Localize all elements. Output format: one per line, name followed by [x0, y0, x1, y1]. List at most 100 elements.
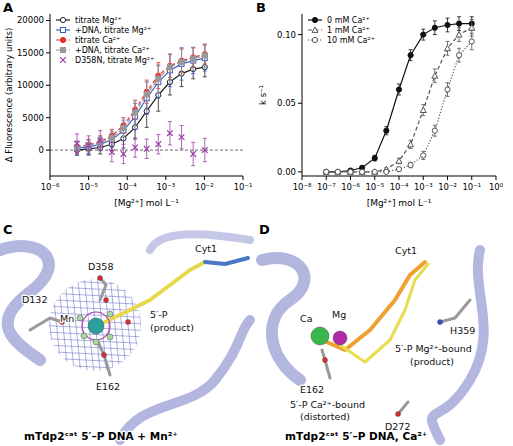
marker	[109, 149, 115, 155]
marker	[456, 53, 461, 58]
error-bar	[409, 162, 413, 167]
structure-label: 5′-P	[150, 309, 168, 320]
legend-marker	[312, 37, 317, 42]
y-tick-label: 0	[39, 145, 44, 155]
y-tick-label: 5000	[22, 113, 44, 123]
error-bar	[98, 131, 102, 150]
error-bar	[203, 44, 207, 67]
error-bar	[203, 138, 207, 161]
marker	[190, 151, 196, 157]
mesh-line	[45, 365, 145, 370]
mesh-line	[58, 275, 68, 375]
stick	[262, 258, 305, 380]
marker	[97, 138, 103, 144]
marker	[396, 167, 401, 172]
series-line	[77, 54, 205, 147]
marker	[167, 65, 172, 70]
error-bar	[87, 136, 91, 155]
marker	[408, 141, 414, 146]
atom	[98, 276, 103, 281]
legend-label: D358N, titrate Mg²⁺	[75, 56, 154, 65]
error-bar	[191, 48, 195, 74]
error-bar	[409, 50, 413, 61]
marker	[372, 156, 377, 161]
y-axis	[302, 14, 303, 176]
legend: titrate Mg²⁺+DNA, titrate Mg²⁺titrate Ca…	[56, 16, 154, 65]
x-tick-label: 10⁻³	[156, 182, 175, 192]
mesh-line	[52, 275, 62, 375]
axes: 0.000.050.1010⁻⁸10⁻⁷10⁻⁶10⁻⁵10⁻⁴10⁻³10⁻²…	[277, 14, 504, 192]
x-tick-label: 10⁰	[489, 182, 504, 192]
atom	[107, 334, 113, 340]
marker	[469, 39, 474, 44]
error-bar	[121, 144, 125, 163]
error-bar	[133, 101, 137, 124]
marker	[132, 145, 138, 151]
structure-d: Cyt1CaMgH3595′-P Mg²⁺-bound(product)5′-P…	[262, 245, 484, 442]
error-bar	[457, 48, 461, 62]
y-tick	[46, 85, 50, 86]
atom	[396, 412, 401, 417]
legend-marker	[61, 48, 66, 53]
mesh-line	[117, 275, 127, 375]
marker	[335, 169, 340, 174]
atom	[81, 333, 87, 339]
mesh-line	[71, 275, 81, 375]
axes: 0500010000150002000010⁻⁶10⁻⁵10⁻⁴10⁻³10⁻²…	[17, 14, 252, 192]
marker	[86, 143, 92, 149]
error-bar	[75, 134, 79, 153]
series-line	[77, 58, 205, 148]
marker	[432, 25, 437, 30]
atom	[438, 320, 443, 325]
marker	[421, 153, 426, 158]
error-bar	[373, 155, 377, 160]
stick	[120, 320, 250, 440]
mesh-line	[45, 275, 55, 375]
panel-letter: C	[3, 222, 13, 237]
marker	[324, 169, 329, 174]
error-bar	[457, 28, 461, 42]
marker	[144, 92, 149, 97]
mesh-line	[110, 275, 120, 375]
legend-label: titrate Ca²⁺	[75, 36, 120, 45]
error-bar	[180, 48, 184, 80]
x-tick	[326, 176, 327, 180]
stick	[322, 350, 330, 378]
mesh-line	[136, 275, 146, 375]
error-bar	[145, 139, 149, 158]
marker	[445, 22, 450, 27]
error-bar	[110, 142, 114, 161]
x-tick	[447, 176, 448, 180]
structure-label: (product)	[410, 356, 454, 367]
error-bar	[168, 54, 172, 86]
legend-label: 10 mM Ca²⁺	[327, 36, 375, 45]
mesh-line	[45, 378, 145, 383]
stick	[30, 318, 62, 330]
marker	[144, 146, 150, 152]
error-bar	[121, 119, 125, 137]
error-bar	[409, 140, 413, 148]
plot-area	[323, 17, 475, 175]
x-tick-label: 10⁻⁶	[41, 182, 60, 192]
legend-label: +DNA, titrate Ca²⁺	[75, 46, 150, 55]
mesh-line	[45, 280, 145, 285]
marker	[121, 151, 127, 157]
structure-label: 5′-P Ca²⁺-bound	[290, 399, 365, 410]
structure-label: Mn	[60, 313, 74, 324]
anomalous-map	[82, 312, 110, 340]
mesh-line	[130, 275, 140, 375]
figure: ABCD0500010000150002000010⁻⁶10⁻⁵10⁻⁴10⁻³…	[0, 0, 513, 446]
marker	[420, 107, 426, 112]
marker	[456, 21, 461, 26]
legend-marker	[312, 27, 318, 32]
x-tick	[374, 176, 375, 180]
y-tick	[46, 52, 50, 53]
marker	[335, 169, 341, 174]
error-bar	[446, 18, 450, 32]
atom	[311, 327, 329, 345]
marker	[156, 141, 162, 147]
structure-caption: mTdp2ᶜᵃᵗ 5′–P DNA + Mn²⁺	[24, 430, 178, 442]
marker	[445, 87, 450, 92]
y-tick-label: 20000	[17, 15, 44, 25]
legend-marker	[60, 37, 65, 42]
